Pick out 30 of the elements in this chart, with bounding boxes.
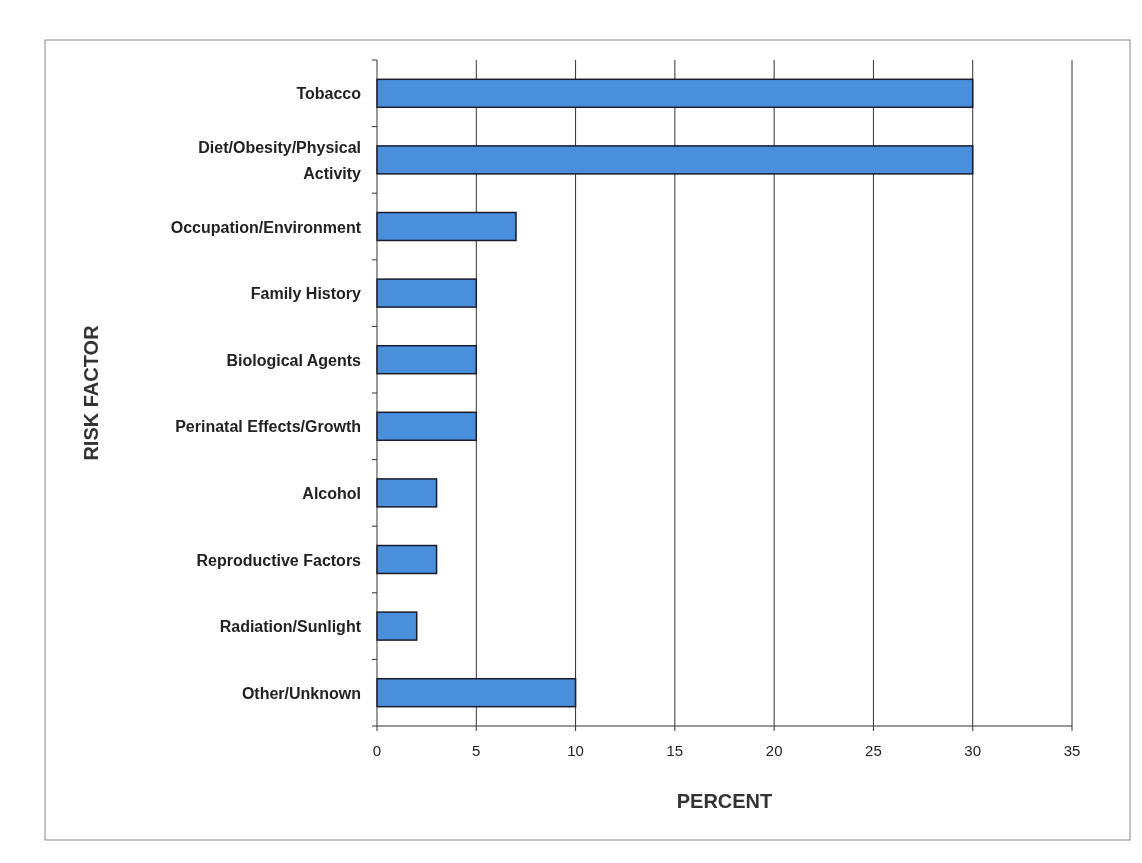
bar (376, 344, 478, 375)
bar (376, 677, 577, 708)
bar (376, 145, 974, 175)
y-tick-label: Perinatal Effects/Growth (175, 417, 361, 435)
y-tick-label: Alcohol (302, 484, 361, 502)
x-tick-label: 5 (472, 742, 481, 759)
x-tick-label: 35 (1063, 742, 1081, 759)
bar (376, 211, 517, 242)
x-tick-label: 0 (372, 742, 382, 759)
y-tick-label: Tobacco (296, 84, 362, 102)
y-tick-label: Reproductive Factors (196, 551, 362, 568)
x-axis-title: PERCENT (676, 790, 773, 812)
y-axis-title: RISK FACTOR (80, 324, 102, 461)
y-tick-label: Family History (250, 284, 362, 302)
y-tick-label: Biological Agents (226, 351, 362, 369)
x-tick-label: 25 (865, 742, 882, 759)
y-tick-label: Diet/Obesity/Physical Activity (198, 138, 362, 182)
bar (376, 611, 418, 641)
y-tick-label: Other/Unknown (241, 684, 361, 702)
bar (376, 544, 438, 575)
bar (376, 478, 438, 508)
x-tick-label: 10 (567, 742, 584, 759)
bar (376, 411, 478, 442)
x-tick-label: 30 (964, 742, 982, 759)
bar (376, 78, 974, 109)
y-tick-label: Occupation/Environment (170, 218, 362, 235)
bar (376, 278, 478, 308)
x-tick-label: 20 (765, 742, 783, 759)
y-tick-label: Radiation/Sunlight (219, 617, 362, 635)
x-tick-label: 15 (666, 742, 684, 759)
